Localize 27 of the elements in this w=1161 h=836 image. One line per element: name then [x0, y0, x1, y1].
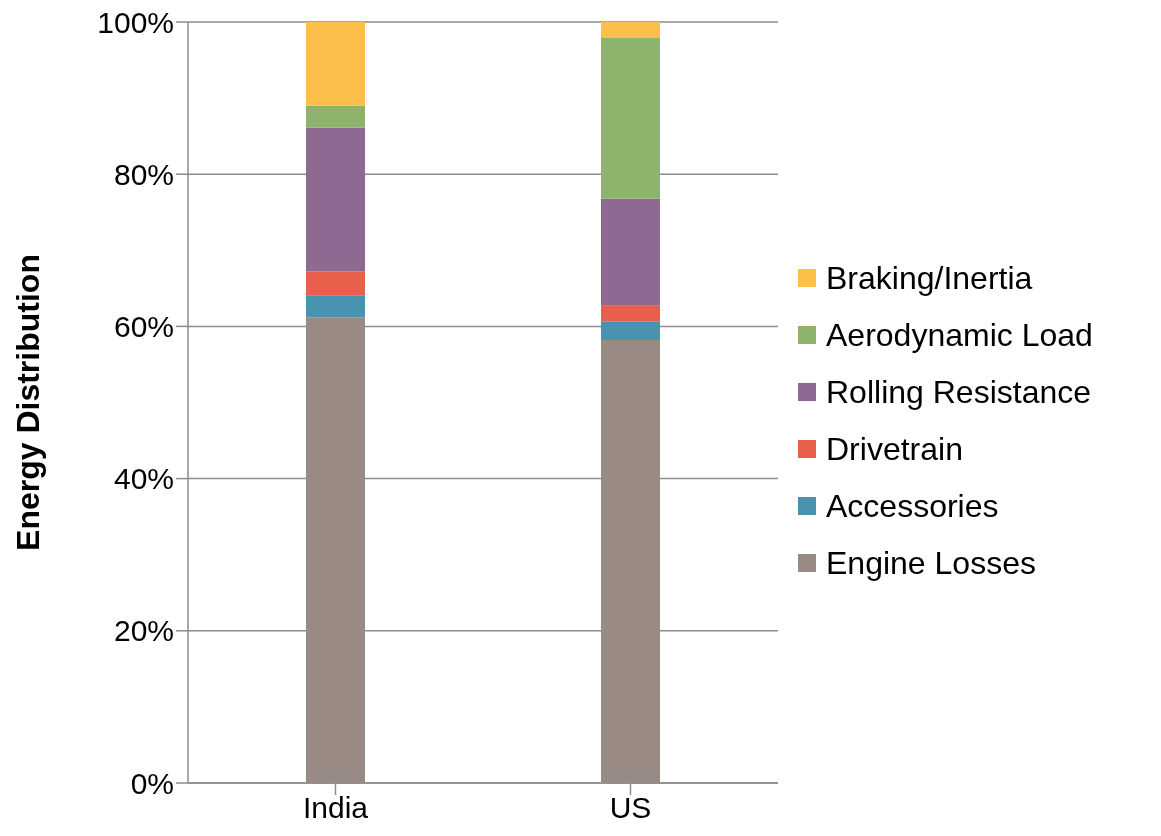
y-tick-label: 40%	[113, 462, 174, 496]
bar	[306, 295, 365, 318]
x-tick-label: India	[302, 791, 369, 825]
bar	[601, 198, 660, 306]
y-tick-label: 20%	[113, 614, 174, 648]
bar	[601, 340, 660, 783]
legend-label: Rolling Resistance	[826, 372, 1092, 412]
bar	[306, 105, 365, 128]
bar	[601, 37, 660, 199]
y-tick-label: 80%	[113, 157, 174, 191]
bar	[306, 22, 365, 106]
bar	[306, 127, 365, 272]
bar	[601, 321, 660, 341]
legend-label: Aerodynamic Load	[826, 315, 1093, 355]
legend-label: Accessories	[826, 486, 999, 526]
y-tick-label: 60%	[113, 310, 174, 344]
bar	[601, 305, 660, 322]
legend-label: Braking/Inertia	[826, 258, 1033, 298]
bar	[306, 271, 365, 296]
y-axis-title: Energy Distribution	[10, 254, 47, 551]
bar	[601, 22, 660, 38]
y-tick-label: 100%	[97, 5, 174, 39]
x-tick-label: US	[609, 791, 652, 825]
bar	[306, 317, 365, 783]
y-tick-label: 0%	[130, 766, 174, 800]
legend-label: Drivetrain	[826, 429, 963, 469]
legend-label: Engine Losses	[826, 543, 1036, 583]
